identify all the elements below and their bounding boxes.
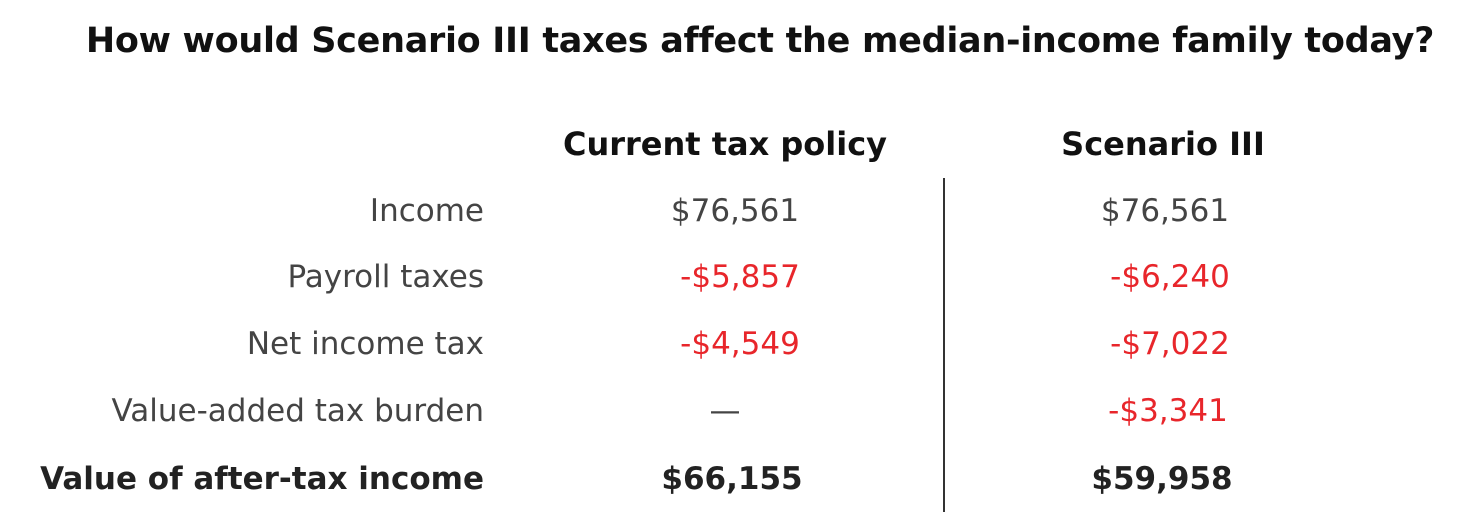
cell: -$4,549 — [680, 326, 800, 362]
column-header: Scenario III — [1061, 125, 1265, 163]
cell: -$5,857 — [680, 259, 800, 295]
cell: — — [709, 393, 741, 429]
row-label: Value of after-tax income — [40, 461, 484, 497]
row-label: Value-added tax burden — [111, 393, 484, 429]
row-label: Net income tax — [246, 326, 484, 362]
cell: -$6,240 — [1110, 259, 1230, 295]
title: How would Scenario III taxes affect the … — [85, 21, 1435, 61]
cell: -$3,341 — [1108, 393, 1228, 429]
row-label: Income — [369, 193, 484, 229]
cell: $59,958 — [1091, 461, 1233, 497]
row-label: Payroll taxes — [287, 259, 484, 295]
cell: $76,561 — [670, 193, 800, 229]
cell: $76,561 — [1100, 193, 1230, 229]
cell: $66,155 — [661, 461, 803, 497]
column-header: Current tax policy — [562, 125, 888, 163]
cell: -$7,022 — [1110, 326, 1230, 362]
divider — [943, 178, 945, 512]
